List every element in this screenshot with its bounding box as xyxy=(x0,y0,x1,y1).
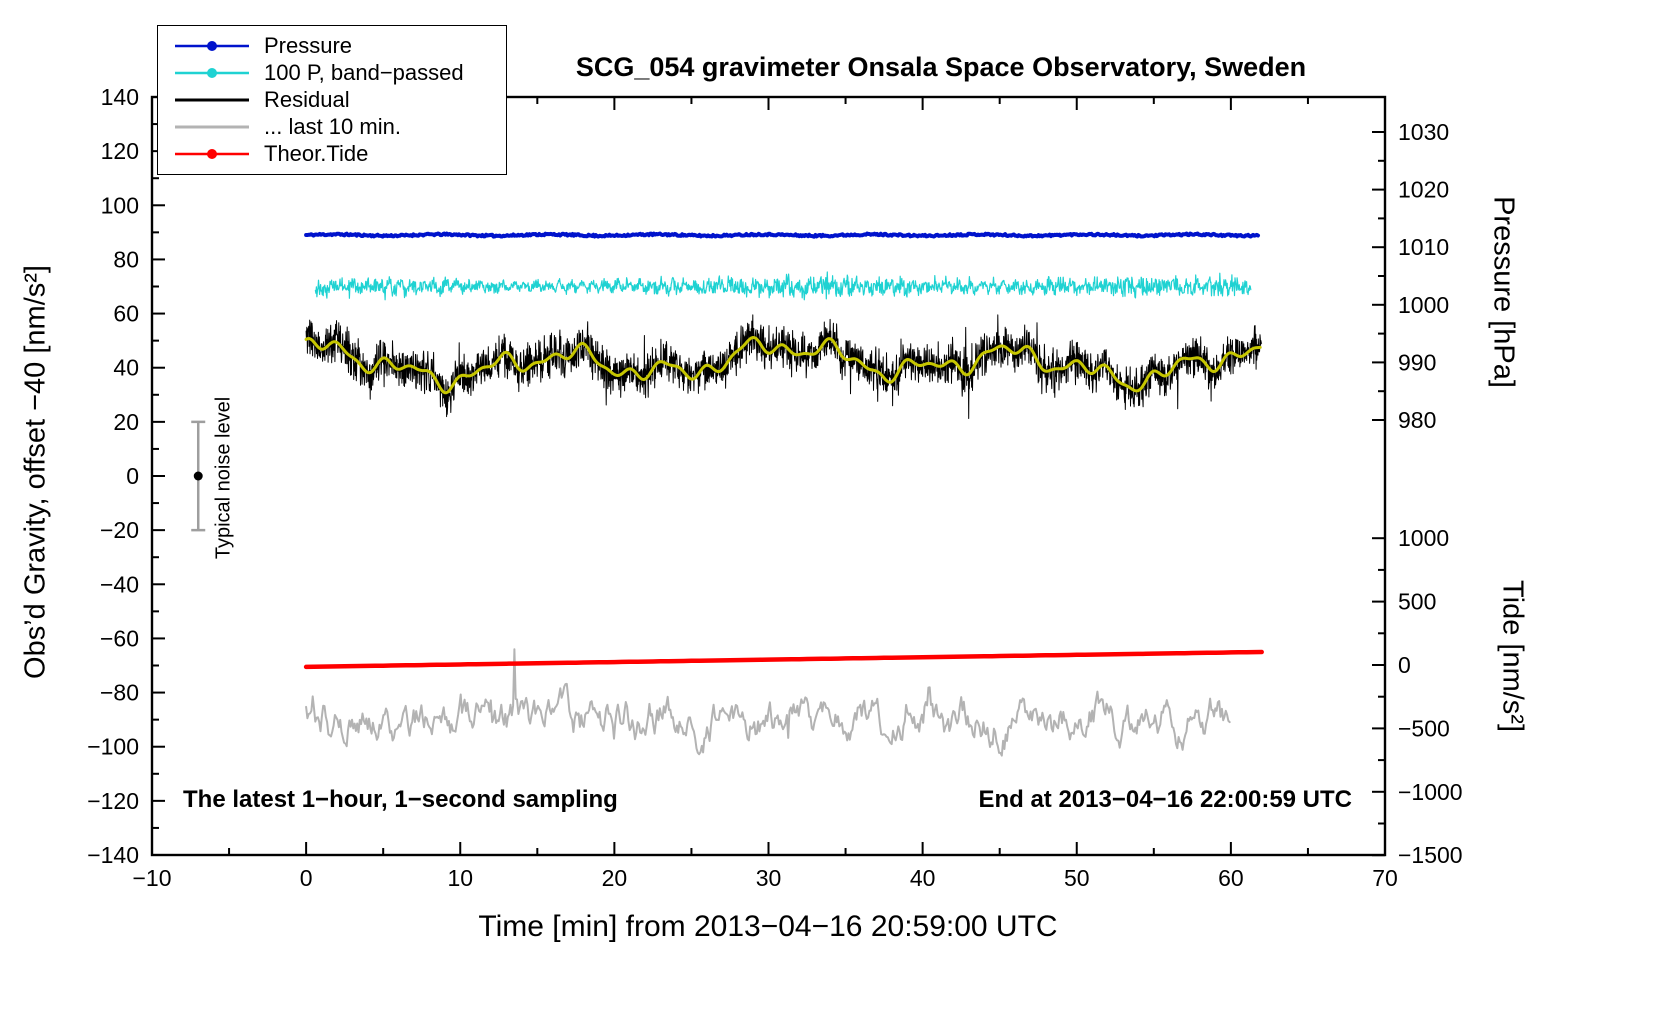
svg-text:100: 100 xyxy=(101,192,139,218)
svg-text:−500: −500 xyxy=(1398,715,1450,741)
svg-text:20: 20 xyxy=(113,409,139,435)
sampling-note: The latest 1−hour, 1−second sampling xyxy=(183,786,618,813)
y-axis-label-tide: Tide [nm/s²] xyxy=(1496,579,1529,733)
svg-text:0: 0 xyxy=(300,865,313,891)
svg-text:−1000: −1000 xyxy=(1398,779,1463,805)
svg-text:70: 70 xyxy=(1372,865,1398,891)
legend-item-4: Theor.Tide xyxy=(172,140,506,167)
svg-text:−10: −10 xyxy=(132,865,171,891)
svg-text:1000: 1000 xyxy=(1398,525,1449,551)
svg-text:−80: −80 xyxy=(100,680,139,706)
end-time-note: End at 2013−04−16 22:00:59 UTC xyxy=(978,786,1352,813)
series-theor-tide-line xyxy=(303,649,1264,670)
svg-text:−100: −100 xyxy=(87,734,139,760)
y-axis-label-left: Obs’d Gravity, offset −40 [nm/s²] xyxy=(19,265,52,679)
svg-text:60: 60 xyxy=(1218,865,1244,891)
svg-text:40: 40 xyxy=(910,865,936,891)
legend-marker-icon xyxy=(175,67,249,78)
series-pressure-line xyxy=(304,231,1260,239)
legend-item-0: Pressure xyxy=(172,32,506,59)
plot-frame xyxy=(150,95,1387,857)
legend-marker-icon xyxy=(175,40,249,51)
legend-label: Residual xyxy=(264,86,350,112)
svg-text:50: 50 xyxy=(1064,865,1090,891)
series-bandpassed-line xyxy=(314,271,1252,301)
svg-text:1030: 1030 xyxy=(1398,119,1449,145)
svg-text:60: 60 xyxy=(113,301,139,327)
svg-text:1020: 1020 xyxy=(1398,177,1449,203)
svg-text:30: 30 xyxy=(756,865,782,891)
legend-label: ... last 10 min. xyxy=(264,113,401,139)
svg-text:120: 120 xyxy=(101,138,139,164)
svg-text:−40: −40 xyxy=(100,571,139,597)
legend-item-2: Residual xyxy=(172,86,506,113)
legend-marker-icon xyxy=(175,148,249,159)
svg-text:80: 80 xyxy=(113,246,139,272)
svg-text:140: 140 xyxy=(101,84,139,110)
legend-label: Theor.Tide xyxy=(264,140,369,166)
legend-label: Pressure xyxy=(264,32,353,58)
tick-labels: −10 0 10 20 30 40 50 60 70−140−120−100−80−60−40−… xyxy=(87,84,1462,891)
series-residual-line xyxy=(305,314,1263,419)
svg-text:−120: −120 xyxy=(87,788,139,814)
svg-text:−1500: −1500 xyxy=(1398,842,1463,868)
svg-text:−140: −140 xyxy=(87,842,139,868)
svg-text:0: 0 xyxy=(1398,652,1411,678)
series-residual-smoothed-line xyxy=(304,336,1262,395)
legend-marker-icon xyxy=(175,98,249,101)
noise-level-marker xyxy=(191,420,206,532)
noise-level-label: Typical noise level xyxy=(212,396,235,560)
svg-text:1010: 1010 xyxy=(1398,234,1449,260)
svg-text:980: 980 xyxy=(1398,407,1436,433)
chart-title: SCG_054 gravimeter Onsala Space Observat… xyxy=(575,52,1307,82)
svg-text:−20: −20 xyxy=(100,517,139,543)
svg-text:−60: −60 xyxy=(100,625,139,651)
svg-text:40: 40 xyxy=(113,355,139,381)
legend: Pressure 100 P, band−passed Residual... la… xyxy=(157,25,507,175)
legend-label: 100 P, band−passed xyxy=(264,59,464,85)
axis-ticks xyxy=(151,96,1386,857)
svg-text:990: 990 xyxy=(1398,349,1436,375)
svg-text:500: 500 xyxy=(1398,589,1436,615)
svg-text:20: 20 xyxy=(602,865,628,891)
svg-text:10: 10 xyxy=(447,865,473,891)
x-axis-label: Time [min] from 2013−04−16 20:59:00 UTC xyxy=(478,910,1058,943)
y-axis-label-pressure: Pressure [hPa] xyxy=(1487,196,1520,388)
legend-marker-icon xyxy=(175,125,249,128)
legend-item-1: 100 P, band−passed xyxy=(172,59,506,86)
svg-text:1000: 1000 xyxy=(1398,292,1449,318)
legend-item-3: ... last 10 min. xyxy=(172,113,506,140)
svg-text:0: 0 xyxy=(126,463,139,489)
series-last10-line xyxy=(305,648,1231,757)
